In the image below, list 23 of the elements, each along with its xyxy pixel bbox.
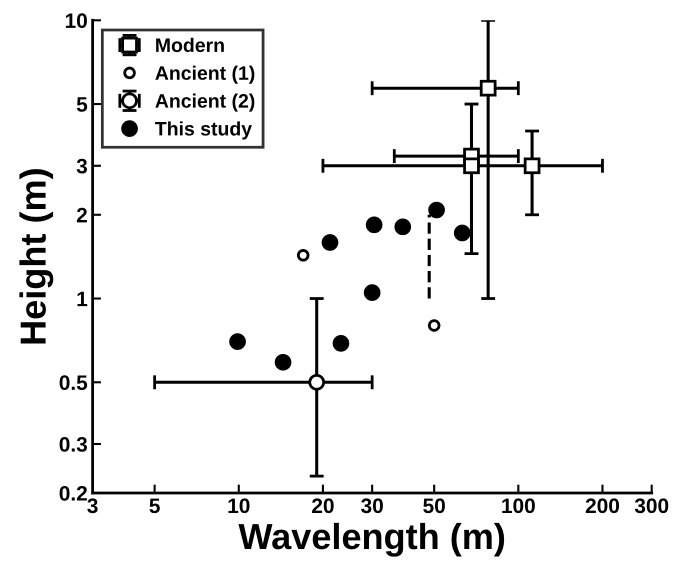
x-tick-label: 10 (228, 498, 250, 514)
x-tick-label: 3 (87, 498, 98, 514)
y-tick-label: 0.3 (60, 437, 87, 452)
y-tick-label: 5 (76, 97, 88, 112)
legend-label: This study (155, 121, 252, 140)
legend-label: Ancient (2) (155, 93, 254, 112)
x-tick-label: 100 (502, 498, 535, 514)
x-tick-label: 200 (586, 498, 619, 514)
x-tick-label: 300 (634, 498, 668, 514)
y-tick-label: 2 (76, 208, 87, 222)
legend-label: Ancient (1) (155, 66, 254, 84)
y-axis-title: Height (m) (19, 169, 54, 344)
x-tick-label: 5 (149, 498, 160, 514)
x-tick-label: 30 (361, 498, 383, 514)
x-tick-label: 50 (423, 498, 445, 514)
y-tick-label: 0.5 (60, 375, 88, 390)
y-tick-label: 1 (77, 292, 88, 306)
legend-label: Modern (156, 38, 224, 52)
x-axis-title: Wavelength (m) (238, 522, 504, 557)
x-tick-label: 20 (312, 498, 334, 514)
y-tick-label: 3 (76, 158, 87, 174)
y-tick-label: 0.2 (60, 486, 87, 501)
y-tick-label: 10 (66, 13, 87, 28)
